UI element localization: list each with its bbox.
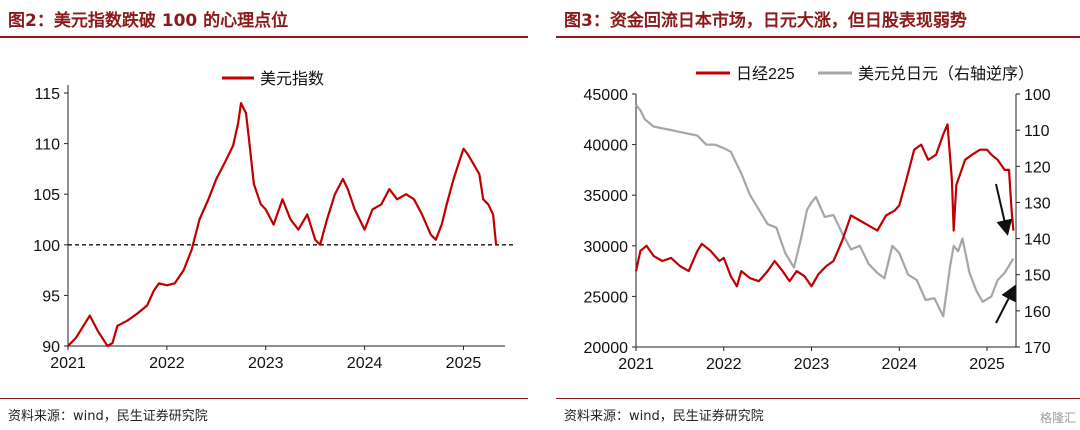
- title-divider: [556, 36, 1080, 38]
- legend-label: 美元指数: [260, 70, 324, 88]
- left-chart-source: 资料来源：wind，民生证券研究院: [8, 409, 208, 424]
- y-tick-label: 90: [42, 339, 60, 356]
- y-left-tick-label: 30000: [584, 239, 629, 256]
- y-right-tick-label: 170: [1024, 340, 1051, 357]
- y-right-tick-label: 120: [1024, 159, 1051, 176]
- left-chart-title: 图2：美元指数跌破 100 的心理点位: [8, 11, 289, 31]
- series-line-usdjpy: [635, 104, 1015, 318]
- footer-divider: [0, 398, 528, 399]
- x-tick-label: 2023: [794, 356, 830, 373]
- dollar-index-chart: 90 95 100 105 110 115 2021 2022 2023 2024 2025 美元指数: [33, 70, 513, 372]
- annotation-arrow-down: [995, 183, 1013, 236]
- y-right-tick-label: 100: [1024, 87, 1051, 104]
- x-tick-label: 2024: [881, 356, 917, 373]
- x-tick-label: 2022: [706, 356, 742, 373]
- x-tick-label: 2023: [248, 355, 284, 372]
- y-right-tick-label: 140: [1024, 232, 1051, 249]
- x-tick-label: 2022: [149, 355, 185, 372]
- legend-label-nikkei225: 日经225: [736, 65, 795, 83]
- y-tick-label: 105: [33, 187, 60, 204]
- y-tick-label: 100: [33, 238, 60, 255]
- y-left-tick-label: 40000: [584, 138, 629, 155]
- y-left-tick-label: 35000: [584, 188, 629, 205]
- y-right-tick-label: 110: [1024, 123, 1050, 140]
- right-chart-source: 资料来源：wind，民生证券研究院: [564, 409, 764, 424]
- watermark-logo: 格隆汇: [1039, 411, 1076, 425]
- x-tick-label: 2025: [969, 356, 1005, 373]
- footer-divider: [556, 398, 1080, 399]
- right-chart-panel: 图3：资金回流日本市场，日元大涨，但日股表现弱势 20000 25000 30000…: [556, 0, 1080, 430]
- annotation-arrow-up: [995, 284, 1016, 324]
- nikkei-usdjpy-chart: 20000 25000 30000 35000 40000 45000 100 110 120 1…: [584, 65, 1051, 373]
- title-divider: [0, 36, 528, 38]
- y-right-tick-label: 160: [1024, 304, 1051, 321]
- y-tick-label: 110: [34, 137, 60, 154]
- x-tick-label: 2021: [50, 355, 86, 372]
- x-tick-label: 2024: [347, 355, 383, 372]
- series-line-dollar-index: [67, 102, 498, 348]
- series-line-nikkei225: [634, 123, 1015, 288]
- left-chart-panel: 图2：美元指数跌破 100 的心理点位 90 95 100 105 110 115 2021…: [0, 0, 528, 430]
- y-right-tick-label: 130: [1024, 195, 1051, 212]
- right-chart-title: 图3：资金回流日本市场，日元大涨，但日股表现弱势: [564, 11, 967, 31]
- x-tick-label: 2025: [446, 355, 482, 372]
- y-right-tick-label: 150: [1024, 268, 1051, 285]
- x-tick-label: 2021: [618, 356, 654, 373]
- legend-label-usdjpy: 美元兑日元（右轴逆序）: [858, 65, 1034, 83]
- y-left-tick-label: 20000: [584, 340, 629, 357]
- y-tick-label: 95: [42, 288, 60, 305]
- y-left-tick-label: 25000: [584, 289, 629, 306]
- y-tick-label: 115: [34, 86, 60, 103]
- y-left-tick-label: 45000: [584, 87, 629, 104]
